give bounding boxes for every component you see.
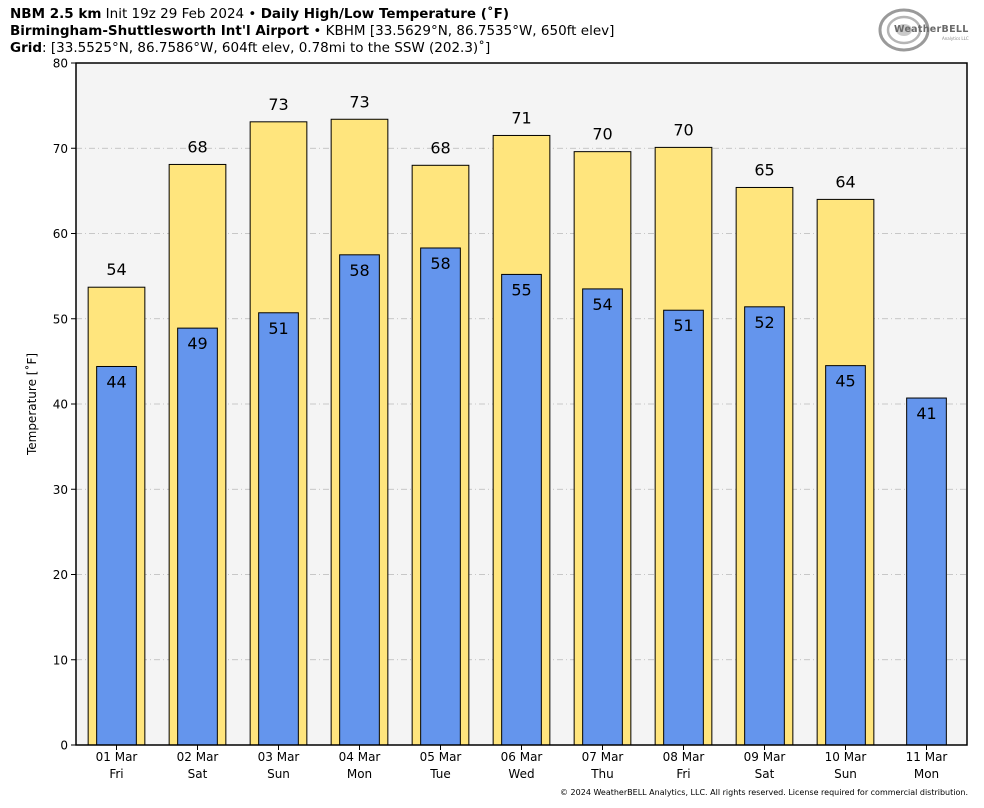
grid-label: Grid: [10, 40, 43, 56]
bar-labels: 54 44 68 49 73 51 73 58 68 58 71 55 70 54 70 51 65 52 64 45…: [106, 92, 936, 423]
low-value-label: 58: [349, 261, 369, 280]
chart-header: NBM 2.5 km Init 19z 29 Feb 2024 • Daily …: [10, 6, 614, 57]
low-bar: [744, 306, 785, 746]
x-tick-date: 03 Mar: [258, 750, 300, 764]
x-tick-day: Sat: [755, 767, 775, 781]
x-tick-date: 04 Mar: [339, 750, 381, 764]
y-tick-label: 20: [53, 568, 68, 582]
weatherbell-logo: WeatherBELL Analytics LLC: [878, 6, 970, 54]
header-line-1: NBM 2.5 km Init 19z 29 Feb 2024 • Daily …: [10, 6, 614, 23]
x-tick-day: Wed: [508, 767, 534, 781]
model-name: NBM 2.5 km: [10, 6, 102, 22]
low-value-label: 52: [754, 313, 774, 332]
high-value-label: 68: [187, 137, 207, 156]
product-name: Daily High/Low Temperature (˚F): [260, 6, 510, 22]
logo-subtext: Analytics LLC: [942, 36, 969, 41]
low-value-label: 51: [673, 316, 693, 335]
x-tick-date: 09 Mar: [744, 750, 786, 764]
x-tick-day: Sun: [834, 767, 857, 781]
low-value-label: 58: [430, 254, 450, 273]
high-value-label: 54: [106, 260, 126, 279]
y-tick-label: 30: [53, 483, 68, 497]
low-bar: [339, 254, 380, 746]
low-value-label: 45: [835, 372, 855, 391]
low-value-label: 41: [916, 404, 936, 423]
high-value-label: 73: [268, 95, 288, 114]
header-line-3: Grid: [33.5525°N, 86.7586°W, 604ft elev,…: [10, 40, 614, 57]
high-value-label: 70: [592, 125, 612, 144]
x-tick-date: 05 Mar: [420, 750, 462, 764]
station-name: Birmingham-Shuttlesworth Int'l Airport: [10, 23, 310, 39]
x-tick-date: 08 Mar: [663, 750, 705, 764]
low-value-label: 49: [187, 334, 207, 353]
y-tick-label: 60: [53, 227, 68, 241]
y-axis: 0 10 20 30 40 50 60 70 80: [53, 57, 76, 753]
x-tick-day: Thu: [590, 767, 614, 781]
low-bar: [96, 365, 137, 746]
x-tick-date: 01 Mar: [96, 750, 138, 764]
low-bar: [258, 312, 299, 746]
init-time: Init 19z 29 Feb 2024 •: [101, 6, 261, 22]
low-bar: [501, 273, 542, 746]
y-tick-label: 70: [53, 142, 68, 156]
low-value-label: 51: [268, 319, 288, 338]
low-bar: [663, 309, 704, 746]
x-tick-date: 02 Mar: [177, 750, 219, 764]
x-tick-day: Sat: [188, 767, 208, 781]
bars: [87, 118, 947, 746]
high-value-label: 68: [430, 138, 450, 157]
logo-swirl-icon: [878, 8, 930, 52]
y-tick-label: 40: [53, 398, 68, 412]
low-bar: [420, 247, 461, 746]
low-value-label: 44: [106, 372, 126, 391]
x-tick-date: 10 Mar: [825, 750, 867, 764]
low-value-label: 55: [511, 280, 531, 299]
x-tick-date: 07 Mar: [582, 750, 624, 764]
high-value-label: 70: [673, 120, 693, 139]
header-line-2: Birmingham-Shuttlesworth Int'l Airport •…: [10, 23, 614, 40]
x-tick-day: Fri: [676, 767, 690, 781]
y-tick-label: 80: [53, 57, 68, 71]
y-tick-label: 10: [53, 653, 68, 667]
x-tick-day: Tue: [429, 767, 451, 781]
y-axis-label: Temperature [˚F]: [24, 353, 39, 456]
x-tick-day: Sun: [267, 767, 290, 781]
x-tick-date: 06 Mar: [501, 750, 543, 764]
high-value-label: 71: [511, 108, 531, 127]
grid-info: : [33.5525°N, 86.7586°W, 604ft elev, 0.7…: [42, 40, 491, 56]
copyright-notice: © 2024 WeatherBELL Analytics, LLC. All r…: [560, 788, 968, 797]
high-value-label: 65: [754, 160, 774, 179]
low-bar: [906, 397, 947, 746]
low-bar: [825, 365, 866, 746]
x-tick-day: Fri: [109, 767, 123, 781]
high-value-label: 73: [349, 92, 369, 111]
y-tick-label: 0: [60, 739, 68, 753]
x-axis: 01 Mar Fri 02 Mar Sat 03 Mar Sun 04 Mar Mon 05 M…: [96, 745, 948, 781]
low-bar: [582, 288, 623, 746]
x-tick-day: Mon: [347, 767, 372, 781]
x-tick-day: Mon: [914, 767, 939, 781]
x-tick-date: 11 Mar: [906, 750, 948, 764]
logo-text: WeatherBELL: [894, 24, 969, 35]
y-tick-label: 50: [53, 312, 68, 326]
low-bar: [177, 327, 218, 746]
high-value-label: 64: [835, 172, 855, 191]
low-value-label: 54: [592, 295, 612, 314]
station-info: • KBHM [33.5629°N, 86.7535°W, 650ft elev…: [309, 23, 615, 39]
